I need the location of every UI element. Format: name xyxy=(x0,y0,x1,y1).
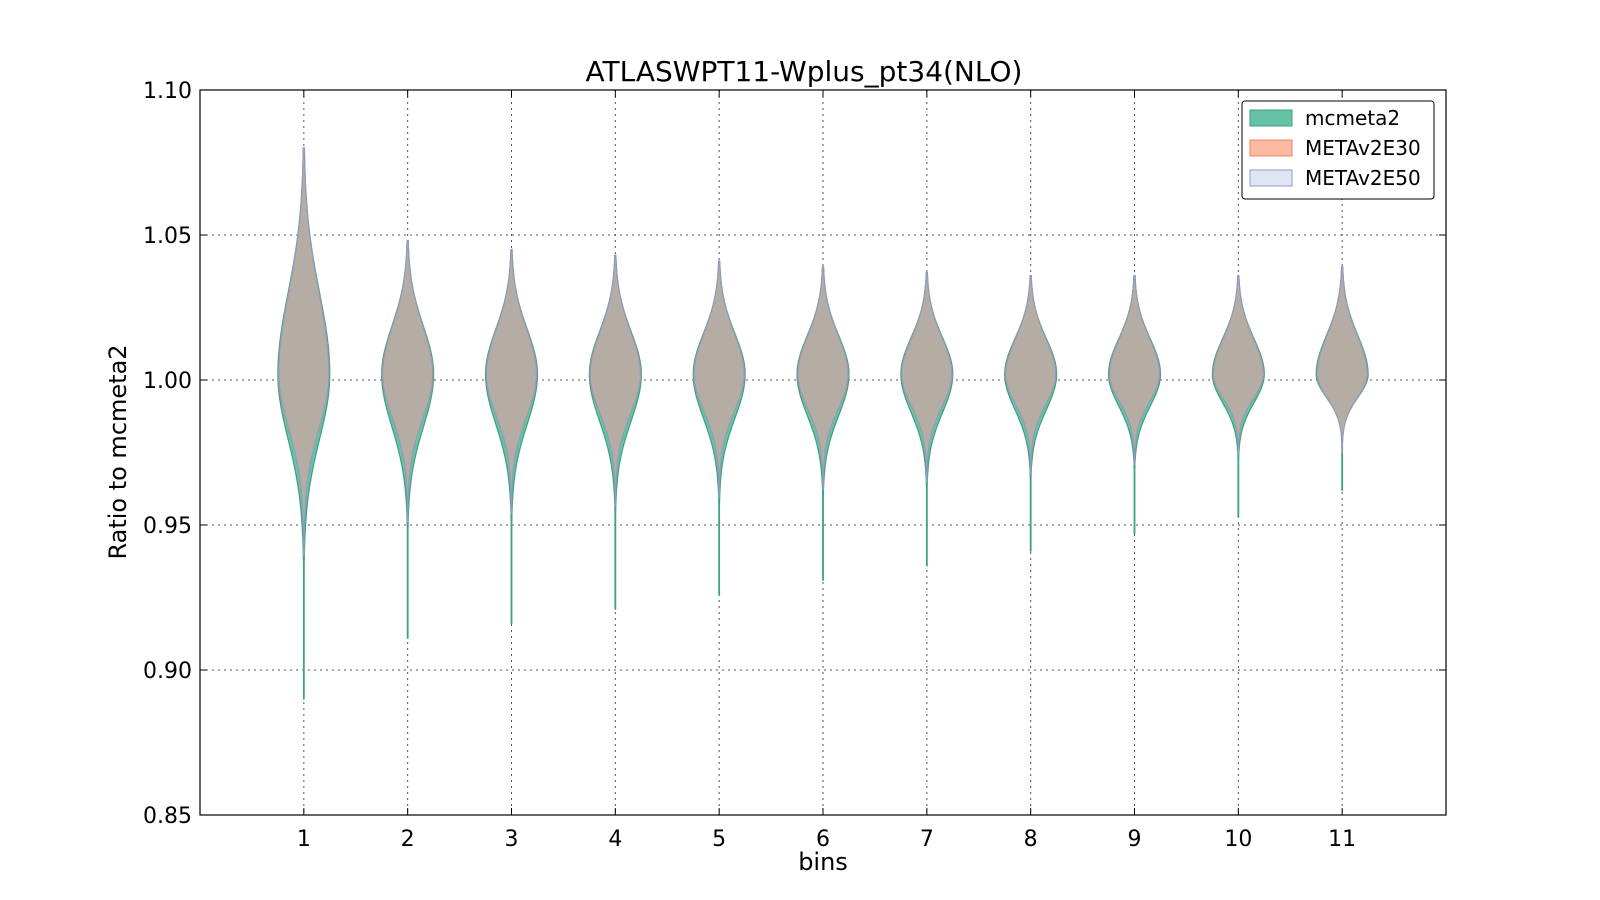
violin-bin-4 xyxy=(588,254,642,610)
y-tick-label: 0.90 xyxy=(143,659,192,684)
y-tick-label: 1.05 xyxy=(143,224,192,249)
violin-bin-8 xyxy=(1004,275,1058,552)
violin-bin-3 xyxy=(484,248,539,625)
violin-bin-6 xyxy=(796,266,850,581)
x-tick-label: 2 xyxy=(401,827,415,852)
violin-METAv2E50 xyxy=(1212,275,1264,456)
chart-title: ATLASWPT11-Wplus_pt34(NLO) xyxy=(586,55,1023,88)
violin-METAv2E50 xyxy=(901,272,953,483)
y-tick-label: 0.95 xyxy=(143,514,192,539)
violin-METAv2E50 xyxy=(693,260,745,499)
violin-bin-7 xyxy=(900,272,954,567)
x-tick-label: 7 xyxy=(920,827,934,852)
x-tick-label: 5 xyxy=(712,827,726,852)
violin-METAv2E50 xyxy=(278,147,330,556)
violin-bin-9 xyxy=(1107,275,1162,535)
x-tick-label: 8 xyxy=(1024,827,1038,852)
x-axis-label: bins xyxy=(798,848,848,876)
x-axis-ticks: 1 2 3 4 5 6 7 8 9 10 11 xyxy=(297,90,1356,852)
y-tick-label: 1.10 xyxy=(143,79,192,104)
x-tick-label: 4 xyxy=(608,827,622,852)
legend-label: METAv2E50 xyxy=(1305,166,1421,190)
violin-METAv2E50 xyxy=(486,249,537,515)
violin-METAv2E50 xyxy=(382,240,434,523)
x-tick-label: 3 xyxy=(505,827,519,852)
violin-bin-10 xyxy=(1211,275,1265,517)
x-tick-label: 11 xyxy=(1328,827,1356,852)
y-tick-label: 1.00 xyxy=(143,369,192,394)
violin-METAv2E50 xyxy=(1005,275,1057,475)
x-tick-label: 9 xyxy=(1128,827,1142,852)
legend-swatch xyxy=(1249,109,1293,127)
y-axis-label: Ratio to mcmeta2 xyxy=(104,344,132,559)
violin-bin-11 xyxy=(1315,266,1369,491)
legend-label: mcmeta2 xyxy=(1305,106,1400,130)
violins xyxy=(277,147,1369,700)
y-axis-ticks: 0.85 0.90 0.95 1.00 1.05 1.10 xyxy=(143,79,1446,829)
y-tick-label: 0.85 xyxy=(143,804,192,829)
violin-METAv2E50 xyxy=(1316,266,1368,453)
x-tick-label: 6 xyxy=(816,827,830,852)
x-tick-label: 1 xyxy=(297,827,311,852)
legend: mcmeta2 METAv2E30 METAv2E50 xyxy=(1241,100,1435,200)
violin-METAv2E50 xyxy=(589,254,641,507)
violin-METAv2E50 xyxy=(1109,275,1160,466)
violin-bin-5 xyxy=(692,260,746,596)
violin-METAv2E50 xyxy=(797,266,849,491)
violin-bin-1 xyxy=(277,147,331,700)
legend-swatch xyxy=(1249,139,1293,157)
legend-swatch xyxy=(1249,169,1293,187)
legend-label: METAv2E30 xyxy=(1305,136,1421,160)
violin-bin-2 xyxy=(381,240,435,639)
x-tick-label: 10 xyxy=(1224,827,1252,852)
